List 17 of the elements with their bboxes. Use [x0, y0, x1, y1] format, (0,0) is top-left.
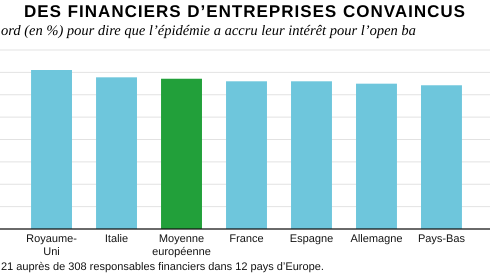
x-tick-label: Allemagne	[350, 233, 402, 245]
x-tick-label: Royaume-Uni	[26, 233, 78, 258]
x-tick-label: Moyenne européenne	[152, 233, 211, 258]
x-tick-label: Espagne	[290, 233, 334, 245]
chart-title: DES FINANCIERS D’ENTREPRISES CONVAINCUS	[24, 2, 466, 21]
bar	[96, 77, 137, 229]
bar	[226, 81, 267, 229]
x-tick-label: Italie	[104, 233, 128, 245]
bar	[421, 85, 462, 229]
bar	[31, 70, 72, 229]
bar	[291, 81, 332, 229]
x-tick-label: France	[229, 233, 264, 245]
text: 21 auprès de 308 responsables financiers dans 12 pays d’Europe.	[1, 261, 324, 273]
bar	[356, 84, 397, 229]
chart-subtitle: ord (en %) pour dire que l’épidémie a accru leur intérêt pour l’open ba	[1, 23, 416, 39]
x-tick-label: Pays-Bas	[418, 233, 466, 245]
bar	[161, 78, 202, 229]
